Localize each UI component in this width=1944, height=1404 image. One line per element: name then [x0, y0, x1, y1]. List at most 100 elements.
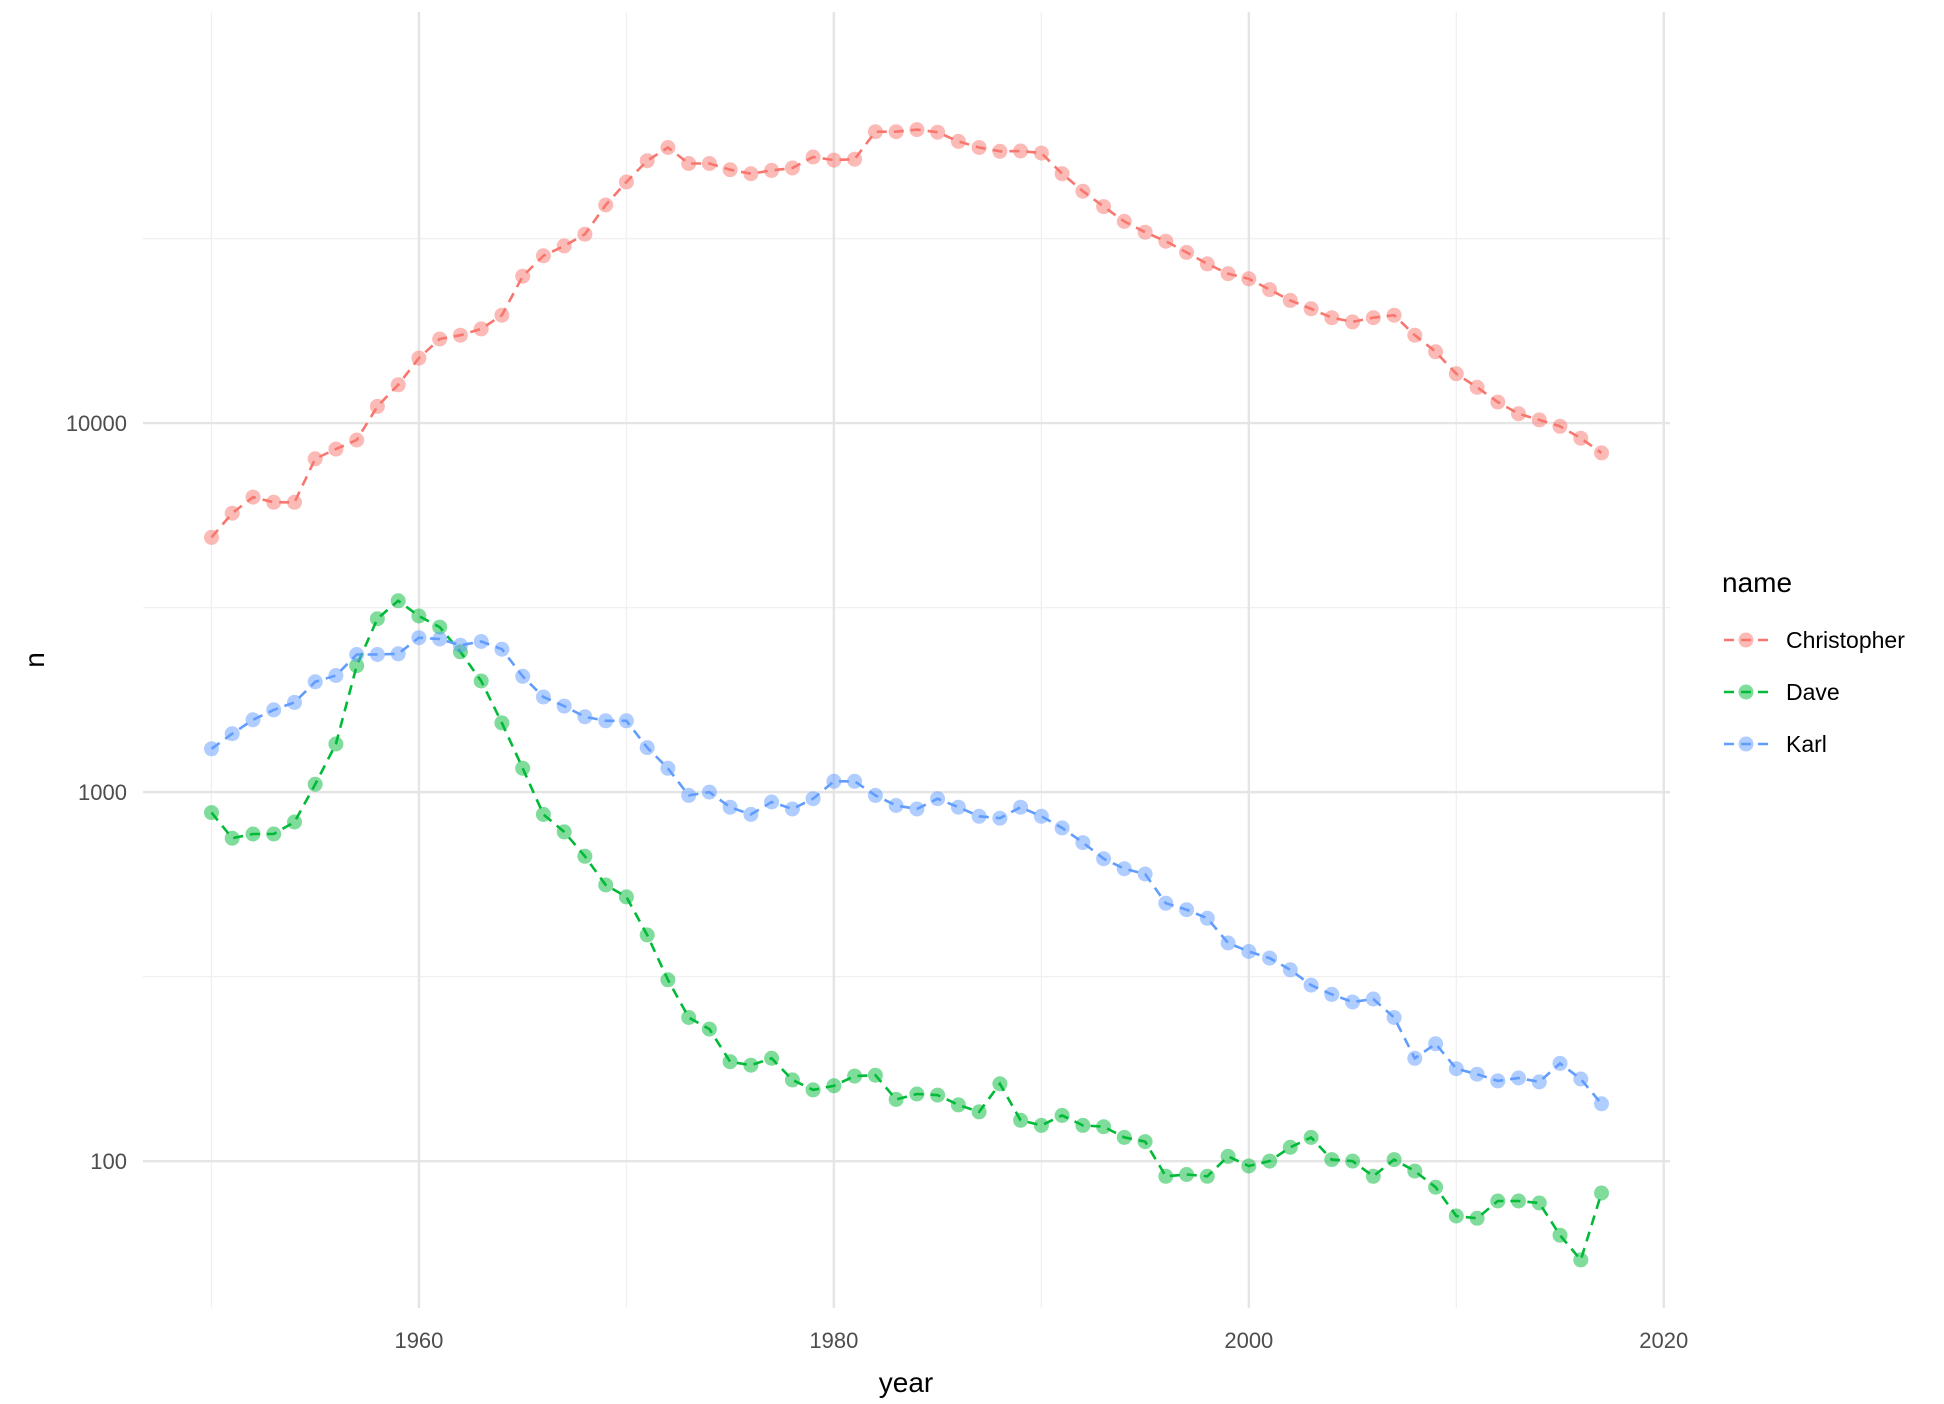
data-point-dave [1137, 1134, 1153, 1150]
data-point-christopher [307, 451, 323, 467]
y-axis-title: n [19, 652, 50, 668]
data-point-karl [473, 634, 489, 649]
data-point-christopher [204, 529, 219, 545]
data-point-dave [909, 1086, 925, 1102]
data-point-christopher [639, 153, 655, 169]
data-point-christopher [867, 124, 883, 140]
data-point-christopher [1428, 344, 1444, 360]
data-point-karl [1345, 994, 1361, 1010]
data-point-dave [681, 1010, 697, 1025]
data-point-karl [556, 698, 572, 714]
data-point-dave [473, 673, 489, 689]
legend-label: Dave [1786, 679, 1840, 705]
data-point-dave [1448, 1208, 1464, 1224]
data-point-dave [888, 1091, 904, 1107]
data-point-dave [971, 1104, 987, 1120]
data-point-dave [577, 848, 593, 864]
data-point-dave [432, 619, 448, 635]
data-point-dave [1220, 1148, 1236, 1164]
data-point-christopher [1262, 282, 1278, 298]
data-point-karl [494, 641, 510, 657]
data-point-dave [1407, 1163, 1423, 1179]
series-dave [204, 593, 1609, 1268]
data-point-christopher [598, 197, 614, 213]
data-point-karl [1531, 1074, 1547, 1090]
legend-key-point [1738, 684, 1754, 700]
data-point-dave [950, 1097, 966, 1113]
data-point-dave [494, 715, 510, 731]
data-point-dave [1303, 1129, 1319, 1145]
data-point-dave [204, 805, 219, 821]
data-point-dave [701, 1021, 717, 1037]
data-point-karl [1407, 1050, 1423, 1066]
data-point-karl [660, 760, 676, 776]
data-point-karl [1054, 820, 1070, 836]
data-point-christopher [328, 441, 344, 457]
data-point-christopher [888, 124, 904, 140]
data-point-dave [307, 776, 323, 792]
data-point-christopher [847, 151, 863, 167]
data-point-christopher [618, 174, 634, 190]
data-point-dave [1594, 1185, 1609, 1201]
series-karl [204, 630, 1609, 1112]
data-point-christopher [1448, 366, 1464, 382]
data-point-karl [432, 631, 448, 647]
data-point-christopher [701, 156, 717, 171]
data-point-karl [535, 689, 551, 705]
data-point-dave [1075, 1117, 1091, 1133]
data-point-christopher [1594, 445, 1609, 461]
data-point-christopher [1075, 183, 1091, 199]
data-point-christopher [494, 307, 510, 323]
data-point-dave [1552, 1227, 1568, 1243]
data-point-karl [349, 647, 365, 662]
legend-key-point [1738, 632, 1754, 648]
data-point-karl [245, 712, 261, 728]
data-point-karl [722, 799, 738, 815]
data-point-karl [369, 647, 385, 662]
x-tick-label: 1960 [394, 1328, 443, 1353]
data-point-christopher [950, 133, 966, 149]
data-point-dave [1179, 1167, 1195, 1182]
legend-item-christopher: Christopher [1724, 627, 1905, 653]
legend-items: Christopher Dave Karl [1724, 627, 1905, 757]
data-point-karl [1241, 944, 1257, 959]
data-point-dave [535, 806, 551, 822]
data-point-christopher [1573, 430, 1589, 446]
data-point-dave [1573, 1252, 1589, 1268]
legend-title: name [1722, 567, 1792, 598]
data-point-dave [1262, 1153, 1278, 1169]
data-point-karl [307, 674, 323, 690]
data-point-karl [950, 799, 966, 815]
data-point-karl [1158, 895, 1174, 911]
legend-item-dave: Dave [1724, 679, 1840, 705]
data-point-christopher [1116, 213, 1132, 229]
data-point-karl [1199, 910, 1215, 926]
data-point-christopher [909, 122, 925, 138]
data-point-dave [1428, 1179, 1444, 1195]
data-point-christopher [722, 162, 738, 178]
data-point-karl [577, 709, 593, 725]
data-point-dave [867, 1067, 883, 1083]
data-point-karl [930, 791, 946, 807]
data-point-karl [639, 740, 655, 756]
y-tick-label: 100 [90, 1149, 127, 1174]
series-line-dave [210, 599, 1603, 1263]
data-point-karl [1594, 1096, 1609, 1112]
data-point-christopher [764, 162, 780, 178]
data-point-christopher [535, 248, 551, 264]
legend-label: Christopher [1786, 627, 1905, 653]
data-point-dave [349, 658, 365, 674]
data-point-christopher [349, 432, 365, 448]
data-point-christopher [971, 140, 987, 155]
data-point-karl [1075, 835, 1091, 851]
data-point-dave [390, 593, 406, 609]
legend: name Christopher Dave Karl [1722, 567, 1905, 757]
data-point-dave [245, 826, 261, 842]
data-point-karl [1490, 1073, 1506, 1089]
data-point-christopher [1241, 271, 1257, 287]
legend-key-point [1738, 736, 1754, 752]
legend-item-karl: Karl [1724, 731, 1827, 757]
data-point-dave [1531, 1195, 1547, 1211]
data-point-christopher [1137, 224, 1153, 240]
data-point-christopher [224, 505, 240, 521]
